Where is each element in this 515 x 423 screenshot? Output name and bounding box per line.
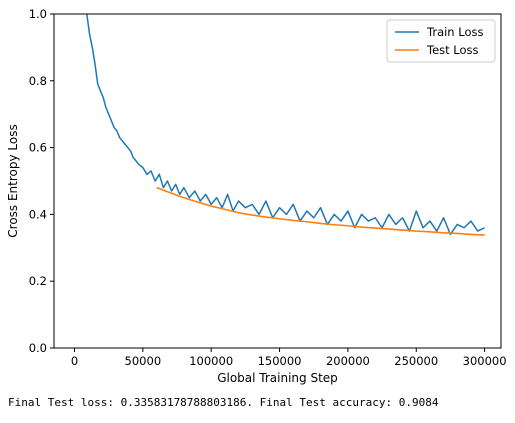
x-tick-label: 0 bbox=[71, 354, 78, 368]
legend-label: Train Loss bbox=[426, 25, 483, 39]
x-tick-label: 50000 bbox=[125, 354, 162, 368]
y-axis-label: Cross Entropy Loss bbox=[6, 124, 20, 237]
y-tick-label: 0.2 bbox=[29, 274, 47, 288]
loss-chart: 0 50000 100000 150000 200000 250000 300000 0.0 0… bbox=[6, 7, 507, 385]
y-tick-label: 0.4 bbox=[29, 207, 47, 221]
legend: Train Loss Test Loss bbox=[386, 19, 496, 63]
chart-canvas: 0 50000 100000 150000 200000 250000 300000 0.0 0… bbox=[6, 7, 507, 385]
final-metrics-output: Final Test loss: 0.33583178788803186. Fi… bbox=[8, 396, 439, 409]
x-tick-label: 300000 bbox=[463, 354, 507, 368]
series-group bbox=[86, 14, 485, 236]
y-tick-label: 0.0 bbox=[29, 341, 47, 355]
y-tick-label: 1.0 bbox=[29, 7, 47, 21]
legend-label: Test Loss bbox=[426, 43, 479, 57]
plot-frame bbox=[53, 13, 502, 349]
y-tick-label: 0.8 bbox=[29, 74, 47, 88]
x-tick-label: 200000 bbox=[326, 354, 370, 368]
x-tick-label: 250000 bbox=[394, 354, 438, 368]
x-tick-label: 150000 bbox=[258, 354, 302, 368]
test-loss-line bbox=[156, 186, 485, 236]
train-loss-line bbox=[86, 14, 485, 236]
legend-box bbox=[386, 19, 496, 63]
x-axis-label: Global Training Step bbox=[217, 371, 338, 385]
x-tick-label: 100000 bbox=[189, 354, 233, 368]
y-tick-label: 0.6 bbox=[29, 141, 47, 155]
